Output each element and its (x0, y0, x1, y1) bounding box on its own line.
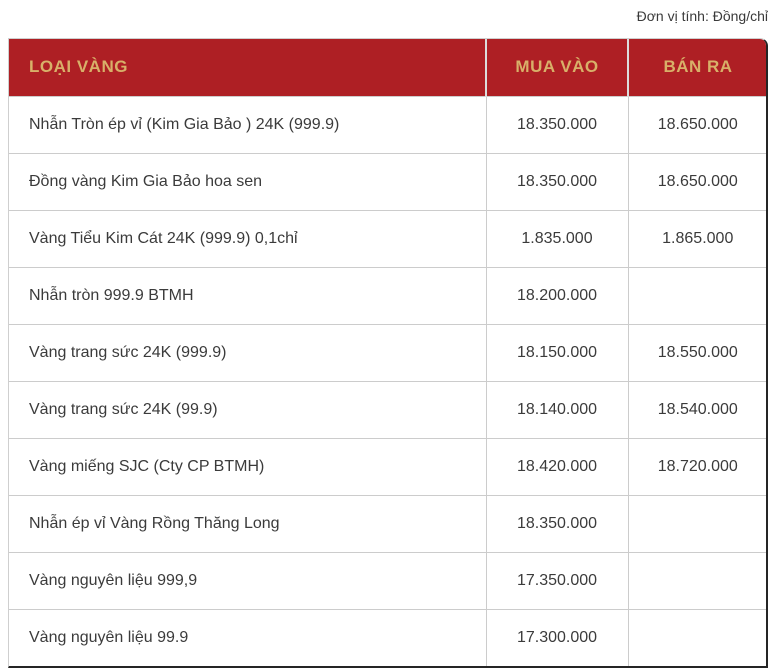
buy-price-cell: 18.420.000 (485, 437, 629, 496)
gold-price-table-container: LOẠI VÀNG MUA VÀO BÁN RA Nhẫn Tròn ép vỉ… (8, 38, 768, 668)
table-row: Vàng trang sức 24K (99.9) 18.140.000 18.54… (9, 380, 766, 439)
sell-price-cell: 18.650.000 (627, 95, 766, 154)
gold-type-cell: Đồng vàng Kim Gia Bảo hoa sen (9, 152, 487, 211)
buy-price-cell: 1.835.000 (485, 209, 629, 268)
sell-price-cell (627, 551, 766, 610)
buy-price-cell: 18.350.000 (485, 494, 629, 553)
column-header-sell: BÁN RA (627, 39, 766, 96)
table-header: LOẠI VÀNG MUA VÀO BÁN RA (9, 39, 766, 96)
gold-type-cell: Nhẫn Tròn ép vỉ (Kim Gia Bảo ) 24K (999.… (9, 95, 487, 154)
buy-price-cell: 18.200.000 (485, 266, 629, 325)
sell-price-cell: 18.720.000 (627, 437, 766, 496)
sell-price-cell (627, 494, 766, 553)
sell-price-cell: 18.540.000 (627, 380, 766, 439)
gold-price-table: LOẠI VÀNG MUA VÀO BÁN RA Nhẫn Tròn ép vỉ… (9, 39, 766, 666)
buy-price-cell: 18.140.000 (485, 380, 629, 439)
column-header-gold-type: LOẠI VÀNG (9, 39, 486, 96)
buy-price-cell: 18.350.000 (485, 95, 629, 154)
table-row: Vàng trang sức 24K (999.9) 18.150.000 18.5… (9, 323, 766, 382)
header-row: LOẠI VÀNG MUA VÀO BÁN RA (9, 39, 766, 96)
column-header-buy: MUA VÀO (485, 39, 628, 96)
table-row: Vàng nguyên liệu 999,9 17.350.000 (9, 551, 766, 610)
sell-price-cell (627, 608, 766, 666)
gold-type-cell: Nhẫn tròn 999.9 BTMH (9, 266, 487, 325)
gold-type-cell: Vàng trang sức 24K (99.9) (9, 380, 487, 439)
sell-price-cell: 18.550.000 (627, 323, 766, 382)
gold-type-cell: Vàng trang sức 24K (999.9) (9, 323, 487, 382)
gold-type-cell: Vàng nguyên liệu 999,9 (9, 551, 487, 610)
sell-price-cell (627, 266, 766, 325)
sell-price-cell: 1.865.000 (627, 209, 766, 268)
table-row: Nhẫn Tròn ép vỉ (Kim Gia Bảo ) 24K (999.… (9, 95, 766, 154)
gold-type-cell: Vàng nguyên liệu 99.9 (9, 608, 487, 666)
sell-price-cell: 18.650.000 (627, 152, 766, 211)
buy-price-cell: 18.350.000 (485, 152, 629, 211)
gold-type-cell: Vàng Tiểu Kim Cát 24K (999.9) 0,1chỉ (9, 209, 487, 268)
gold-type-cell: Nhẫn ép vỉ Vàng Rồng Thăng Long (9, 494, 487, 553)
buy-price-cell: 17.300.000 (485, 608, 629, 666)
buy-price-cell: 17.350.000 (485, 551, 629, 610)
table-row: Vàng Tiểu Kim Cát 24K (999.9) 0,1chỉ 1.83… (9, 209, 766, 268)
gold-type-cell: Vàng miếng SJC (Cty CP BTMH) (9, 437, 487, 496)
unit-note: Đơn vị tính: Đồng/chỉ (636, 8, 768, 24)
buy-price-cell: 18.150.000 (485, 323, 629, 382)
table-row: Vàng nguyên liệu 99.9 17.300.000 (9, 608, 766, 666)
table-row: Vàng miếng SJC (Cty CP BTMH) 18.420.000 18… (9, 437, 766, 496)
table-body: Nhẫn Tròn ép vỉ (Kim Gia Bảo ) 24K (999.… (9, 95, 766, 666)
table-row: Nhẫn ép vỉ Vàng Rồng Thăng Long 18.350.00… (9, 494, 766, 553)
table-row: Nhẫn tròn 999.9 BTMH 18.200.000 (9, 266, 766, 325)
table-row: Đồng vàng Kim Gia Bảo hoa sen 18.350.000 1… (9, 152, 766, 211)
